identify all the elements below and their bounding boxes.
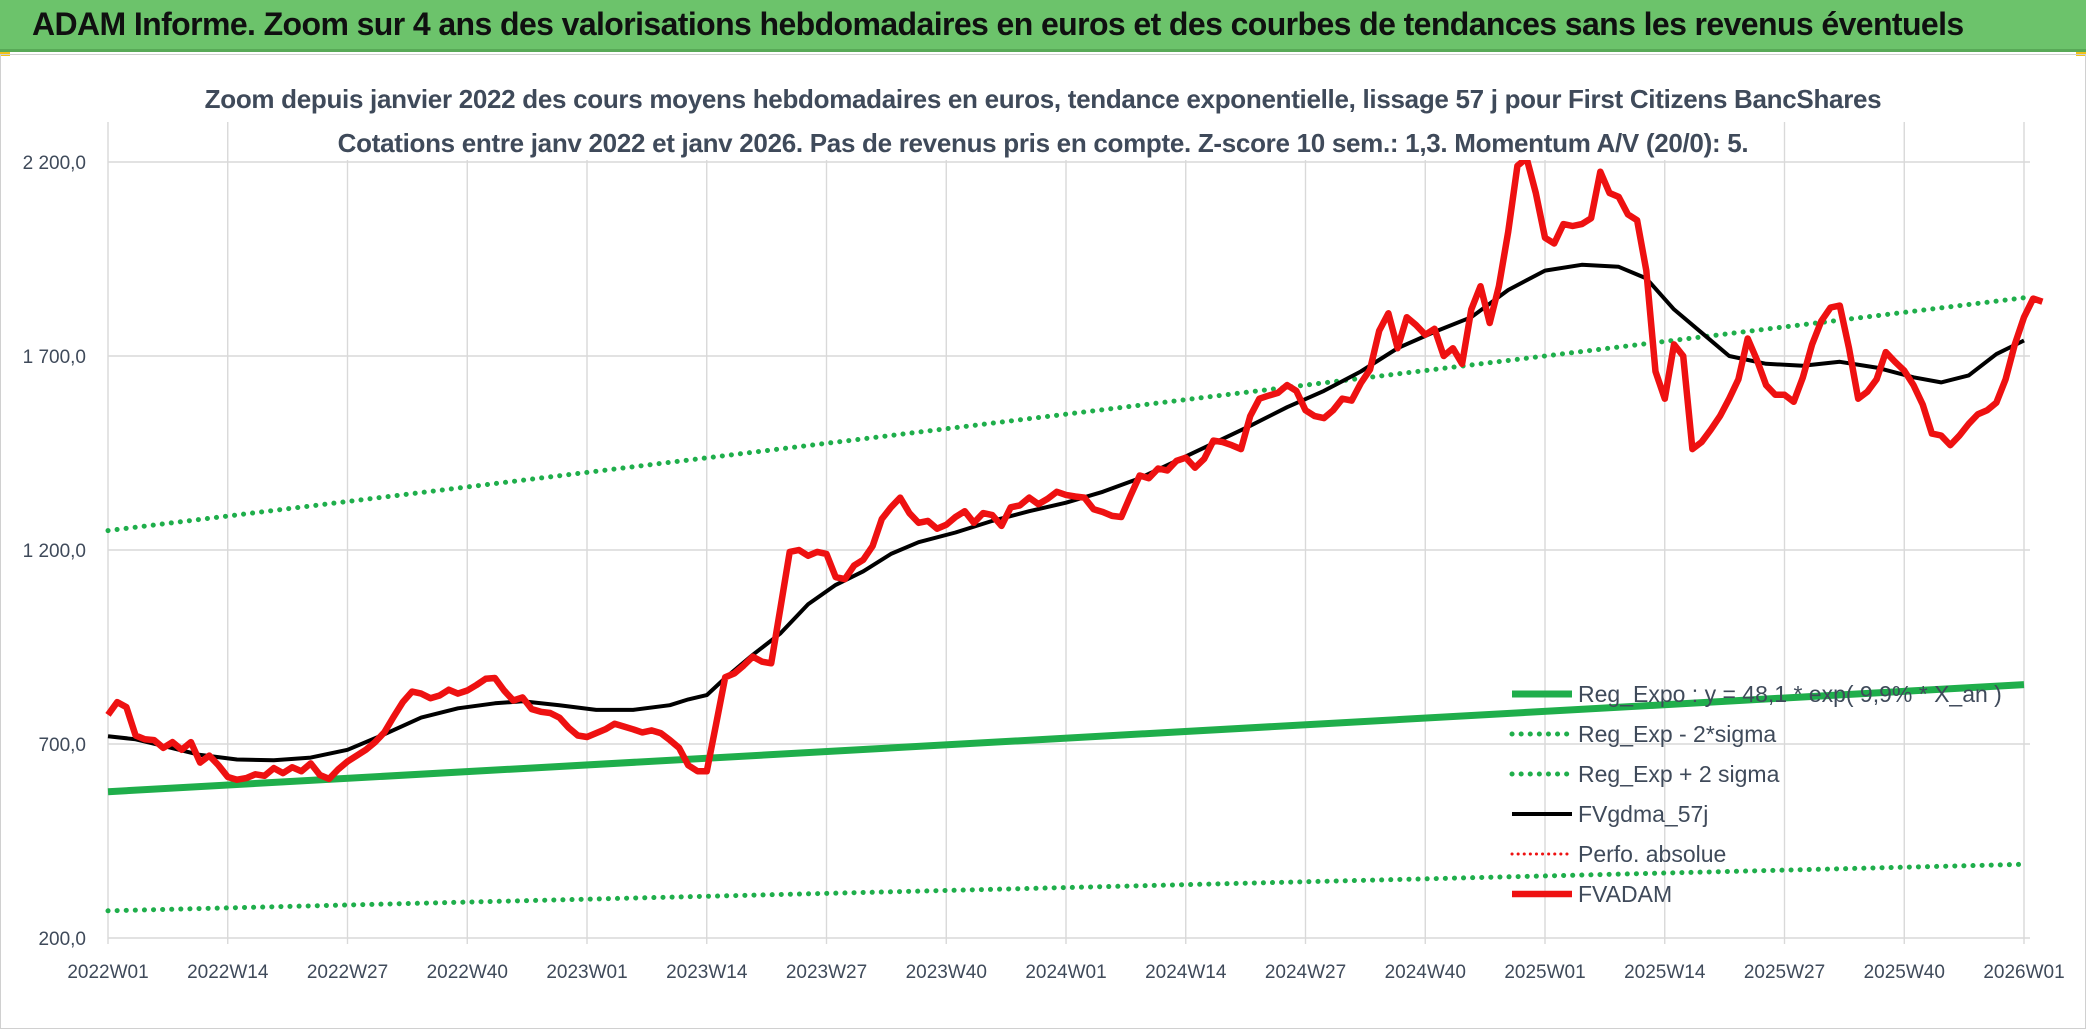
legend-label-fvgdma-57j: FVgdma_57j — [1578, 801, 1708, 827]
x-tick-label: 2024W14 — [1145, 962, 1227, 983]
legend-label-reg-minus-2sigma: Reg_Exp - 2*sigma — [1578, 721, 1776, 747]
y-tick-label: 700,0 — [38, 735, 86, 756]
legend-label-reg-plus-2sigma: Reg_Exp + 2 sigma — [1578, 761, 1780, 787]
x-tick-label: 2025W27 — [1744, 962, 1825, 983]
x-tick-label: 2024W01 — [1025, 962, 1106, 983]
chart-title: Zoom depuis janvier 2022 des cours moyen… — [204, 84, 1882, 114]
x-tick-label: 2023W01 — [546, 962, 627, 983]
chart-grid — [107, 122, 2030, 944]
x-tick-label: 2022W14 — [187, 962, 269, 983]
x-tick-label: 2023W14 — [666, 962, 748, 983]
series-fvadam — [105, 154, 2044, 783]
legend-label-perfo-absolue: Perfo. absolue — [1578, 841, 1726, 867]
x-tick-label: 2024W40 — [1385, 962, 1466, 983]
y-axis: 200,0 700,0 1 200,0 1 700,0 2 200,0 — [23, 153, 86, 950]
x-tick-label: 2025W14 — [1624, 962, 1706, 983]
legend-label-reg-expo: Reg_Expo : y = 48,1 * exp( 9,9% * X_an ) — [1578, 681, 2002, 707]
x-tick-label: 2026W01 — [1983, 962, 2064, 983]
series-fvgdma-57j — [107, 262, 2025, 763]
series-reg-expo — [107, 681, 2025, 796]
chart-legend: Reg_Expo : y = 48,1 * exp( 9,9% * X_an )… — [1509, 681, 2002, 907]
x-tick-label: 2025W01 — [1504, 962, 1585, 983]
x-axis: 2022W01 2022W14 2022W27 2022W40 2023W01 2023W… — [67, 962, 2064, 983]
x-tick-label: 2025W40 — [1864, 962, 1945, 983]
x-tick-label: 2022W27 — [307, 962, 388, 983]
chart-subtitle: Cotations entre janv 2022 et janv 2026. … — [337, 128, 1749, 158]
y-tick-label: 200,0 — [38, 929, 86, 950]
banner-title: ADAM Informe. Zoom sur 4 ans des valoris… — [32, 6, 1964, 42]
x-tick-label: 2022W01 — [67, 962, 148, 983]
x-tick-label: 2023W27 — [786, 962, 867, 983]
report-banner: ADAM Informe. Zoom sur 4 ans des valoris… — [0, 0, 2086, 52]
y-tick-label: 1 200,0 — [23, 541, 86, 562]
x-tick-label: 2024W27 — [1265, 962, 1346, 983]
legend-label-fvadam: FVADAM — [1578, 881, 1672, 907]
series-reg-minus-2sigma — [105, 861, 2027, 914]
x-tick-label: 2022W40 — [427, 962, 508, 983]
y-tick-label: 2 200,0 — [23, 153, 86, 174]
x-tick-label: 2023W40 — [906, 962, 987, 983]
subtitle-background — [270, 120, 1770, 160]
series-lines — [105, 154, 2044, 914]
y-tick-label: 1 700,0 — [23, 347, 86, 368]
